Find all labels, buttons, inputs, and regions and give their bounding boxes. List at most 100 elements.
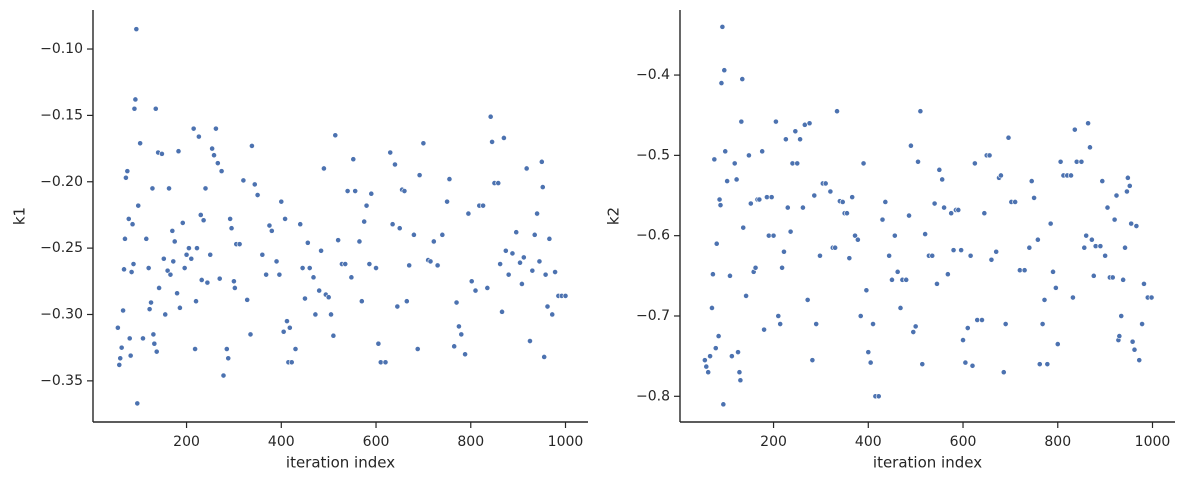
point [889,276,895,283]
point [468,278,475,285]
point [207,251,214,258]
point [299,265,306,271]
point [711,156,718,163]
point [401,188,408,194]
point [910,329,917,335]
point [129,221,136,228]
point [993,248,1000,255]
point [736,369,743,376]
point [964,325,971,331]
point [310,274,317,281]
point [546,235,553,242]
point [1021,267,1028,274]
point [1126,182,1133,189]
point [403,298,410,305]
point [330,332,337,339]
point [1141,280,1147,287]
point [167,271,174,278]
point [897,305,904,311]
point [302,295,308,302]
point [800,204,806,211]
point [705,369,712,376]
point [948,210,955,217]
point [366,261,373,267]
point [1016,267,1023,274]
point [1109,274,1116,281]
point [727,272,733,279]
point [519,281,525,287]
point [304,239,311,246]
point [286,324,293,331]
point [912,323,919,330]
point [764,194,770,201]
point [209,145,216,152]
point [414,346,421,352]
point [779,264,785,271]
point [520,254,527,261]
point [879,216,886,223]
point [865,349,872,356]
point [134,400,141,407]
point [822,180,829,187]
point [839,199,846,205]
point [192,346,198,352]
point [817,252,823,259]
point [875,393,882,400]
point [236,241,243,248]
point [770,232,777,239]
point [794,160,801,167]
point [722,148,729,155]
point [489,139,495,145]
point [974,317,981,323]
point [126,335,133,342]
point [713,240,720,247]
x-tick-label: 200 [173,434,200,450]
y-tick-label: −0.10 [40,41,83,57]
point [1041,297,1048,303]
point [1090,272,1097,279]
point [527,338,533,344]
point [240,177,247,184]
point [197,212,204,218]
point [1085,120,1091,127]
point [328,311,334,318]
point [124,168,131,175]
point [1070,294,1076,301]
point [1057,158,1064,165]
point [312,311,319,318]
point [737,377,744,384]
point [789,160,796,167]
point [756,196,763,203]
point [280,328,287,335]
point [781,248,787,255]
point [170,258,177,265]
point [988,256,995,263]
point [765,232,772,239]
point [143,235,150,242]
point [231,278,237,285]
point [919,361,926,368]
point [1113,192,1120,199]
x-axis-label: iteration index [873,454,982,472]
point [128,269,135,275]
point [193,298,199,305]
point [936,166,943,173]
point [934,280,940,287]
point [135,202,142,209]
y-tick-label: −0.6 [636,228,670,244]
point [117,355,124,362]
y-axis-label: k2 [605,207,623,225]
point [276,271,283,278]
point [1054,341,1061,347]
point [297,221,304,228]
point [860,160,867,167]
point [254,192,261,198]
point [733,176,740,183]
y-tick-label: −0.7 [636,308,670,324]
point [539,184,546,190]
point [538,158,545,165]
point [350,156,357,163]
point [223,346,230,352]
point [266,222,273,229]
point [797,136,803,143]
